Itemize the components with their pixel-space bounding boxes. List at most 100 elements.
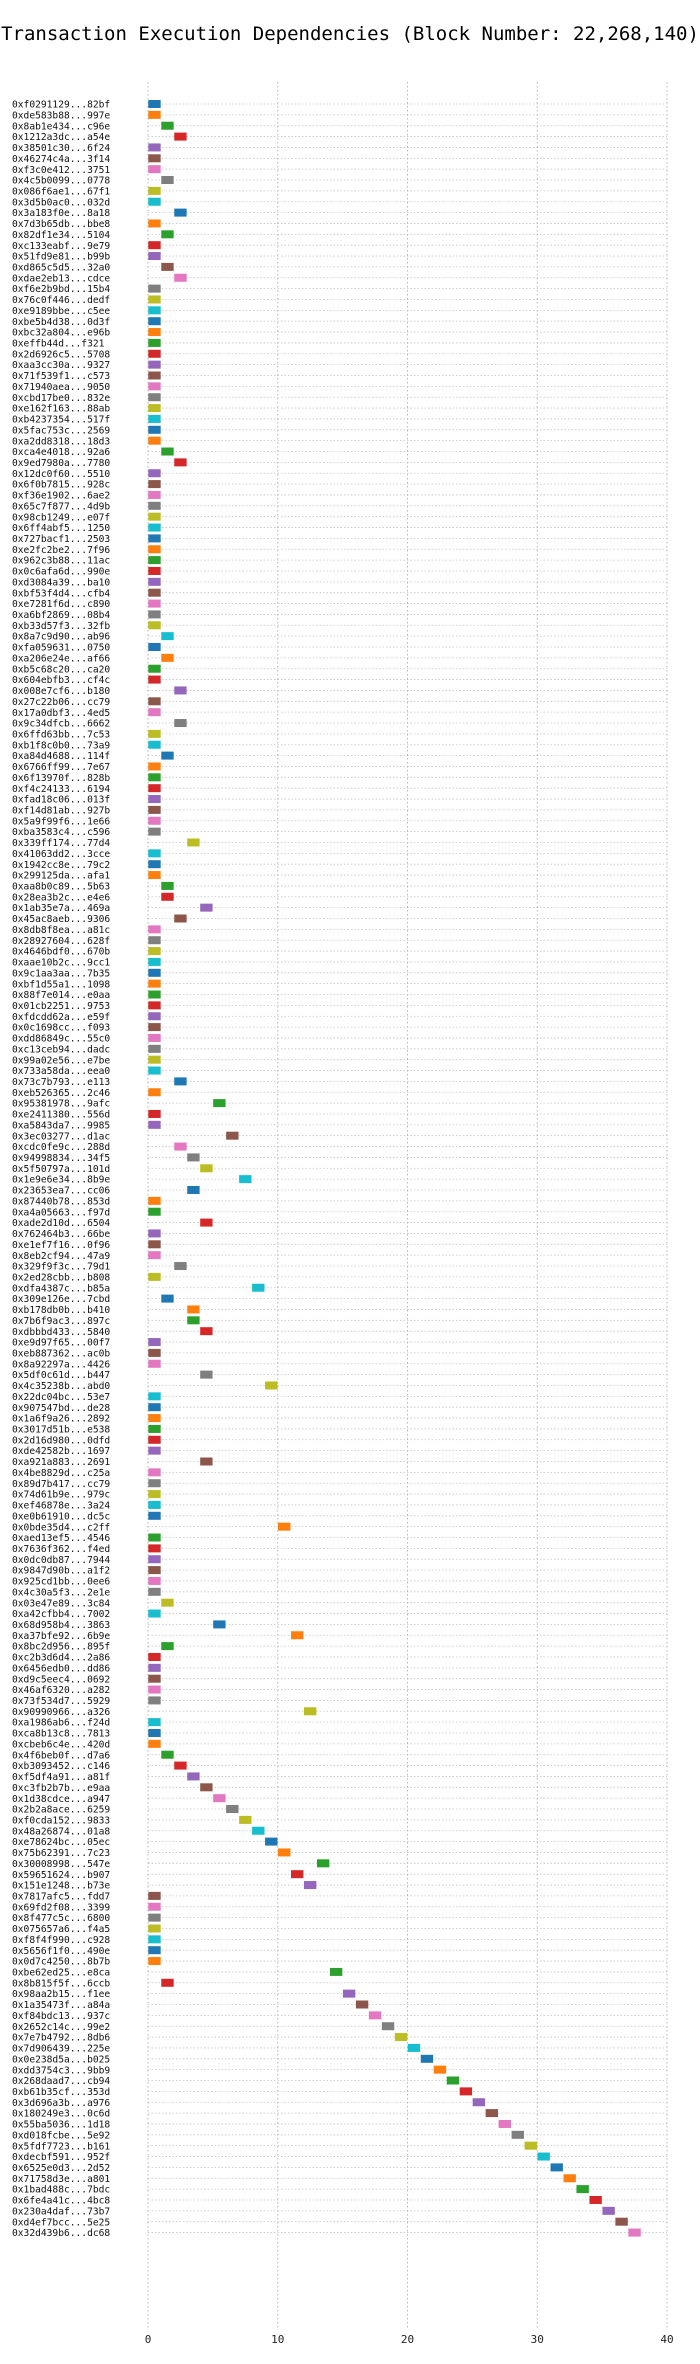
transaction-bar [148, 1500, 161, 1509]
transaction-bar [187, 1305, 200, 1314]
transaction-bar [200, 1327, 213, 1336]
transaction-bar [550, 2163, 563, 2172]
transaction-bar [148, 1207, 161, 1216]
x-tick-label: 0 [145, 2333, 152, 2346]
transaction-bar [148, 328, 161, 337]
transaction-bar [148, 849, 161, 858]
transaction-label: 0xe78624bc...05ec [12, 1837, 110, 1848]
transaction-label: 0xfdcdd62a...e59f [12, 1012, 110, 1023]
transaction-label: 0x0e238d5a...b025 [12, 2054, 110, 2065]
transaction-label: 0x28ea3b2c...e4e6 [12, 892, 110, 903]
x-tick-label: 30 [531, 2333, 544, 2346]
transaction-bar [148, 1251, 161, 1260]
transaction-label: 0xf8f4f990...c928 [12, 1935, 110, 1946]
transaction-bar [148, 1739, 161, 1748]
transaction-label: 0x1ab35e7a...469a [12, 903, 110, 914]
transaction-bar [148, 643, 161, 651]
transaction-label: 0x89d7b417...cc79 [12, 1479, 110, 1490]
transaction-label: 0xa2dd8318...18d3 [12, 436, 110, 447]
transaction-label: 0x4be8829d...c25a [12, 1468, 110, 1479]
transaction-bar [148, 1511, 161, 1520]
transaction-label: 0x3d5b0ac0...032d [12, 197, 110, 208]
transaction-bar [148, 1729, 161, 1737]
transaction-label: 0x008e7cf6...b180 [12, 686, 110, 697]
transaction-bar [148, 957, 161, 966]
transaction-bar [265, 1381, 278, 1390]
transaction-bar [161, 262, 174, 271]
transaction-bar [148, 816, 161, 825]
transaction-label: 0x76c0f446...dedf [12, 295, 110, 306]
transaction-label: 0xb5c68c20...ca20 [12, 664, 110, 675]
transaction-bar [446, 2076, 460, 2085]
transaction-label: 0xfad18c06...013f [12, 795, 110, 806]
transaction-bar [148, 490, 161, 499]
transaction-label: 0x075657a6...f4a5 [12, 1924, 110, 1935]
transaction-label: 0x8b815f5f...6ccb [12, 1978, 110, 1989]
transaction-bar [278, 1522, 291, 1531]
transaction-label: 0x88f7e014...e0aa [12, 990, 110, 1001]
transaction-label: 0x69fd2f08...3399 [12, 1902, 110, 1913]
transaction-bar [355, 2000, 369, 2009]
transaction-label: 0xaa3cc30a...9327 [12, 360, 110, 371]
transaction-label: 0xeffb44d...f321 [12, 339, 105, 350]
transaction-label: 0x55ba5036...1d18 [12, 2120, 110, 2131]
transaction-bar [148, 708, 161, 717]
transaction-label: 0xb178db0b...b410 [12, 1305, 110, 1316]
transaction-label: 0x6fe4a41c...4bc8 [12, 2196, 110, 2207]
transaction-bar [148, 165, 161, 174]
transaction-bar [148, 1272, 161, 1281]
transaction-label: 0x6f0b7815...928c [12, 480, 110, 491]
transaction-label: 0x0c6afa6d...990e [12, 567, 110, 578]
transaction-label: 0xa206e24e...af66 [12, 653, 110, 664]
transaction-label: 0xde583b88...997e [12, 110, 110, 121]
transaction-label: 0x59651624...b907 [12, 1870, 110, 1881]
transaction-bar [200, 1370, 213, 1379]
transaction-label: 0x7d3b65db...bbe8 [12, 219, 110, 230]
transaction-label: 0x9847d90b...a1f2 [12, 1566, 110, 1577]
transaction-bar [148, 1544, 161, 1553]
transaction-label: 0xa1986ab6...f24d [12, 1718, 110, 1729]
transaction-bar [148, 1957, 161, 1966]
transaction-bar [368, 2011, 382, 2020]
transaction-bar [148, 1109, 161, 1118]
transaction-label: 0x1a35473f...a84a [12, 2000, 110, 2011]
transaction-bar [161, 1598, 174, 1607]
transaction-bar [148, 143, 161, 152]
transaction-label: 0x1e9e6e34...8b9e [12, 1175, 110, 1186]
transaction-label: 0xc13ceb94...dadc [12, 1044, 110, 1055]
transaction-label: 0xf4c24133...6194 [12, 784, 110, 795]
transaction-bar [148, 1403, 161, 1412]
transaction-label: 0x7b6f9ac3...897c [12, 1316, 110, 1327]
transaction-label: 0xa42cfbb4...7002 [12, 1609, 110, 1620]
transaction-bar [148, 469, 161, 478]
transaction-bar [148, 1663, 161, 1672]
transaction-label: 0x65c7f877...4d9b [12, 501, 110, 512]
transaction-bar [148, 1609, 161, 1618]
transaction-bar [148, 805, 161, 814]
transaction-bar [148, 1490, 161, 1499]
transaction-label: 0xd9c5eec4...0692 [12, 1674, 110, 1685]
transaction-label: 0x75b62391...7c23 [12, 1848, 110, 1859]
transaction-bar [213, 1099, 226, 1108]
transaction-label: 0x48a26874...01a8 [12, 1826, 110, 1837]
transaction-label: 0xa37bfe92...6b9e [12, 1631, 110, 1642]
transaction-bar [148, 697, 161, 706]
transaction-bar [239, 1815, 252, 1824]
transaction-label: 0x733a58da...eea0 [12, 1066, 110, 1077]
transaction-bar [174, 1761, 187, 1770]
transaction-label: 0x73f534d7...5929 [12, 1696, 110, 1707]
transaction-bar [174, 1077, 187, 1086]
transaction-bar [174, 132, 187, 141]
transaction-label: 0x2d16d980...0dfd [12, 1435, 110, 1446]
transaction-label: 0xcbeb6c4e...420d [12, 1739, 110, 1750]
transaction-bar [420, 2054, 434, 2063]
transaction-label: 0x8a7c9d90...ab96 [12, 632, 110, 643]
transaction-label: 0x1212a3dc...a54e [12, 132, 110, 143]
transaction-label: 0x8ab1e434...c96e [12, 121, 110, 132]
transaction-label: 0x3d696a3b...a976 [12, 2098, 110, 2109]
transaction-bar [537, 2152, 550, 2161]
transaction-label: 0x8db8f8ea...a81c [12, 925, 110, 936]
transaction-bar [148, 534, 161, 543]
transaction-label: 0xeb526365...2c46 [12, 1088, 110, 1099]
transaction-bar [200, 1218, 213, 1227]
